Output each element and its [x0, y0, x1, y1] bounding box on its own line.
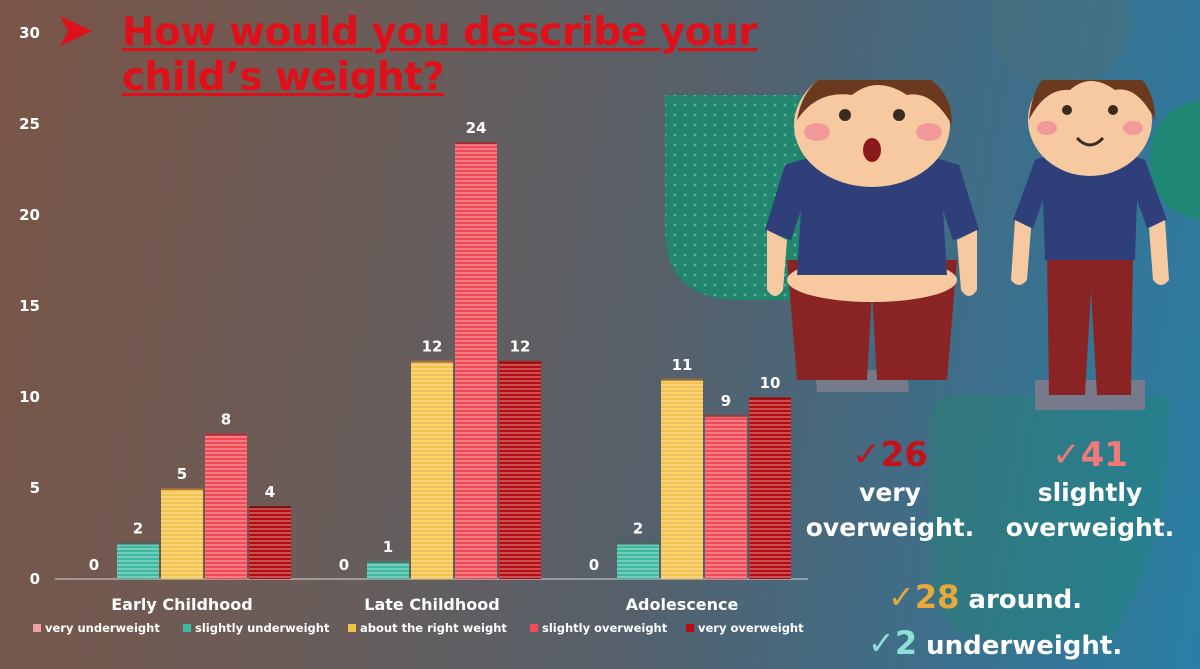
stat-number: 28: [914, 578, 960, 616]
bar-stripe-overlay: [499, 360, 541, 579]
stat-label-line-1: slightly: [1037, 478, 1143, 507]
data-label: 9: [721, 392, 731, 410]
bar-top-edge: [205, 433, 247, 436]
stat-label-line-1: very: [859, 478, 921, 507]
bar-stripe-overlay: [411, 360, 453, 579]
bar-top-edge: [249, 506, 291, 509]
x-category-label: Adolescence: [626, 595, 739, 614]
bar-top-edge: [367, 560, 409, 563]
overweight-child-illustration: [765, 80, 979, 392]
bar-stripe-overlay: [617, 542, 659, 579]
legend-label: slightly underweight: [195, 621, 330, 635]
data-label: 1: [383, 538, 393, 556]
data-label: 4: [265, 483, 275, 501]
legend-label: about the right weight: [360, 621, 507, 635]
data-label: 0: [89, 556, 99, 574]
top-right-circle: [990, 0, 1130, 90]
bar-stripe-overlay: [367, 560, 409, 579]
stat-text: underweight.: [917, 631, 1123, 661]
bar-top-edge: [455, 142, 497, 145]
y-tick-label: 15: [19, 297, 40, 315]
legend-label: very overweight: [698, 621, 804, 635]
legend-swatch: [686, 624, 694, 632]
data-label: 0: [589, 556, 599, 574]
legend-label: slightly overweight: [542, 621, 668, 635]
check-icon: ✓: [888, 578, 915, 616]
legend-swatch: [348, 624, 356, 632]
data-label: 10: [760, 374, 781, 392]
check-icon: ✓: [1052, 435, 1081, 475]
stat-number: 26: [880, 435, 928, 475]
bar-stripe-overlay: [205, 433, 247, 579]
y-tick-label: 20: [19, 206, 40, 224]
data-label: 2: [133, 520, 143, 538]
legend-label: very underweight: [45, 621, 160, 635]
stat-slightly-overweight: ✓41 slightly overweight.: [1000, 435, 1180, 545]
stat-label-line-2: overweight.: [805, 513, 975, 542]
stat-number: 2: [894, 624, 918, 662]
bar-top-edge: [749, 397, 791, 399]
stat-very-overweight: ✓26 very overweight.: [800, 435, 980, 545]
stat-number: 41: [1080, 435, 1128, 475]
x-category-label: Late Childhood: [364, 595, 499, 614]
bar-stripe-overlay: [661, 378, 703, 579]
bar-top-edge: [117, 542, 159, 545]
stat-label-line-2: overweight.: [1005, 513, 1175, 542]
data-label: 12: [510, 338, 531, 356]
bar-stripe-overlay: [249, 506, 291, 579]
bar-stripe-overlay: [749, 397, 791, 579]
chart-title: How would you describe your child’s weig…: [122, 10, 802, 100]
title-line-2: child’s weight?: [122, 55, 445, 100]
legend-swatch: [183, 624, 191, 632]
data-label: 0: [339, 556, 349, 574]
bar-top-edge: [705, 415, 747, 418]
bottom-teal-shape: [930, 395, 1170, 640]
y-tick-label: 0: [30, 570, 40, 588]
title-line-1: How would you describe your: [122, 10, 758, 55]
data-label: 2: [633, 520, 643, 538]
bar-stripe-overlay: [117, 542, 159, 579]
bar-top-edge: [499, 360, 541, 363]
bar-stripe-overlay: [705, 415, 747, 579]
bar-top-edge: [161, 488, 203, 490]
y-tick-label: 5: [30, 479, 40, 497]
check-icon: ✓: [852, 435, 881, 475]
stat-underweight: ✓2 underweight.: [868, 624, 1122, 662]
check-icon: ✓: [868, 624, 895, 662]
bar-stripe-overlay: [455, 142, 497, 579]
stat-text: around.: [959, 585, 1083, 615]
bar-top-edge: [661, 378, 703, 381]
y-tick-label: 10: [19, 388, 40, 406]
stat-around: ✓28 around.: [888, 578, 1082, 616]
title-arrow-icon: [60, 16, 92, 46]
data-label: 24: [466, 119, 487, 137]
right-green-shape: [1150, 100, 1200, 220]
legend-swatch: [33, 624, 41, 632]
legend-swatch: [530, 624, 538, 632]
y-tick-label: 30: [19, 24, 40, 42]
slightly-overweight-child-illustration: [1011, 80, 1169, 410]
bar-stripe-overlay: [161, 488, 203, 579]
y-tick-label: 25: [19, 115, 40, 133]
data-label: 12: [422, 338, 443, 356]
data-label: 11: [672, 356, 693, 374]
bar-top-edge: [411, 360, 453, 363]
x-category-label: Early Childhood: [111, 595, 252, 614]
bar-top-edge: [617, 542, 659, 545]
data-label: 5: [177, 465, 187, 483]
data-label: 8: [221, 410, 231, 428]
